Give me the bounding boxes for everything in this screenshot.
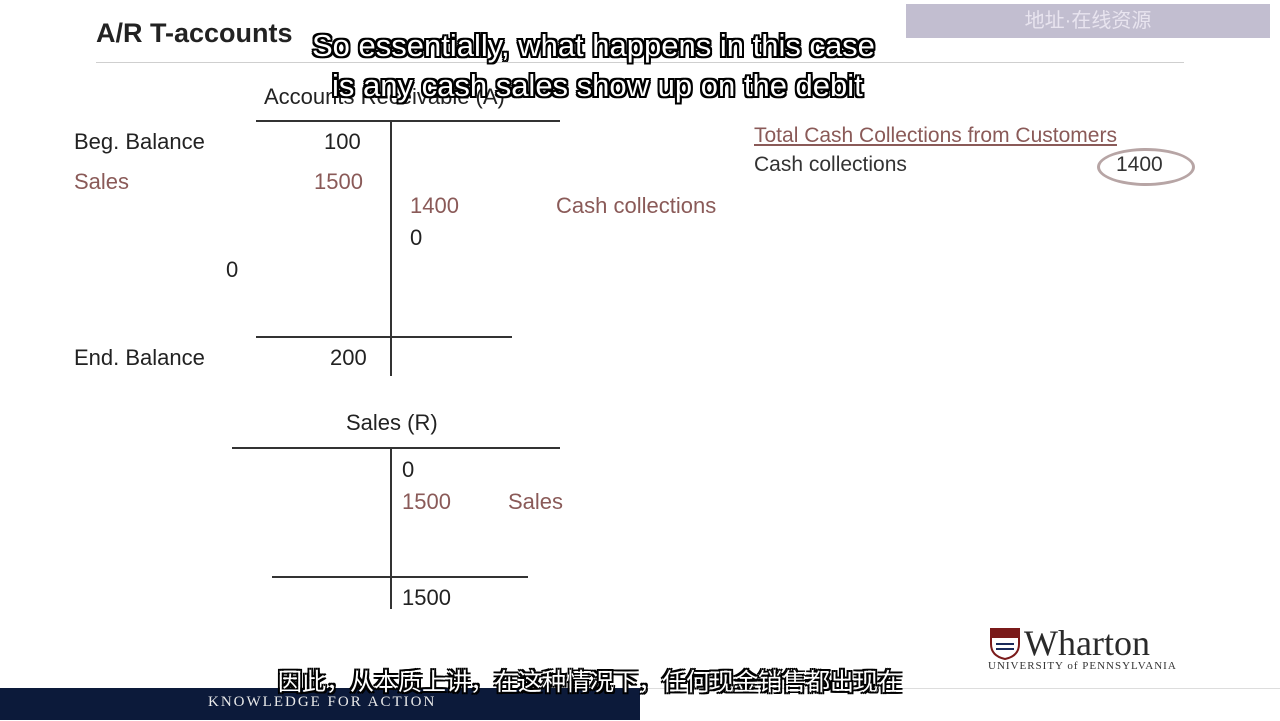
watermark: 地址·在线资源 bbox=[906, 4, 1270, 38]
beg-balance-label: Beg. Balance bbox=[74, 129, 205, 154]
end-balance-label: End. Balance bbox=[74, 345, 205, 370]
sales-top-rule bbox=[232, 447, 560, 449]
title-divider bbox=[96, 62, 1184, 63]
footer-bar-right bbox=[640, 688, 1280, 721]
cash-collections-label: Cash collections bbox=[754, 153, 907, 176]
end-balance-value: 200 bbox=[330, 345, 367, 370]
footer-bar bbox=[0, 688, 640, 720]
ar-account-title: Accounts Receivable (A) bbox=[264, 84, 505, 109]
subtitle-en-line2: is any cash sales show up on the debit bbox=[332, 68, 863, 103]
ar-bottom-rule bbox=[256, 336, 512, 338]
sales-end-value: 1500 bbox=[402, 585, 451, 610]
wharton-logo-subtext: UNIVERSITY of PENNSYLVANIA bbox=[988, 660, 1177, 672]
sales-account-title: Sales (R) bbox=[346, 410, 438, 435]
slide-title: A/R T-accounts bbox=[96, 18, 293, 48]
sales-credit-label: Sales bbox=[508, 489, 564, 514]
ar-vertical-rule bbox=[390, 120, 392, 376]
cash-collections-heading: Total Cash Collections from Customers bbox=[754, 124, 1117, 147]
sales-label: Sales bbox=[74, 169, 130, 194]
highlight-circle bbox=[1097, 148, 1195, 186]
sales-vertical-rule bbox=[390, 447, 392, 609]
ar-credit-zero: 0 bbox=[410, 225, 423, 250]
sales-credit-value: 1500 bbox=[402, 489, 451, 514]
collections-label: Cash collections bbox=[556, 193, 717, 218]
ar-debit-zero: 0 bbox=[226, 257, 239, 282]
sales-bottom-rule bbox=[272, 576, 528, 578]
beg-balance-value: 100 bbox=[324, 129, 361, 154]
subtitle-en-line1: So essentially, what happens in this cas… bbox=[312, 28, 875, 63]
ar-top-rule bbox=[256, 120, 560, 122]
sales-value: 1500 bbox=[314, 169, 363, 194]
sales-credit-zero: 0 bbox=[402, 457, 415, 482]
wharton-shield-icon bbox=[990, 628, 1020, 660]
subtitle-cn: 因此，从本质上讲，在这种情况下，任何现金销售都出现在 bbox=[278, 669, 902, 696]
wharton-logo-text: Wharton bbox=[1024, 623, 1150, 663]
footer-tagline: KNOWLEDGE FOR ACTION bbox=[208, 694, 437, 710]
collections-value: 1400 bbox=[410, 193, 459, 218]
